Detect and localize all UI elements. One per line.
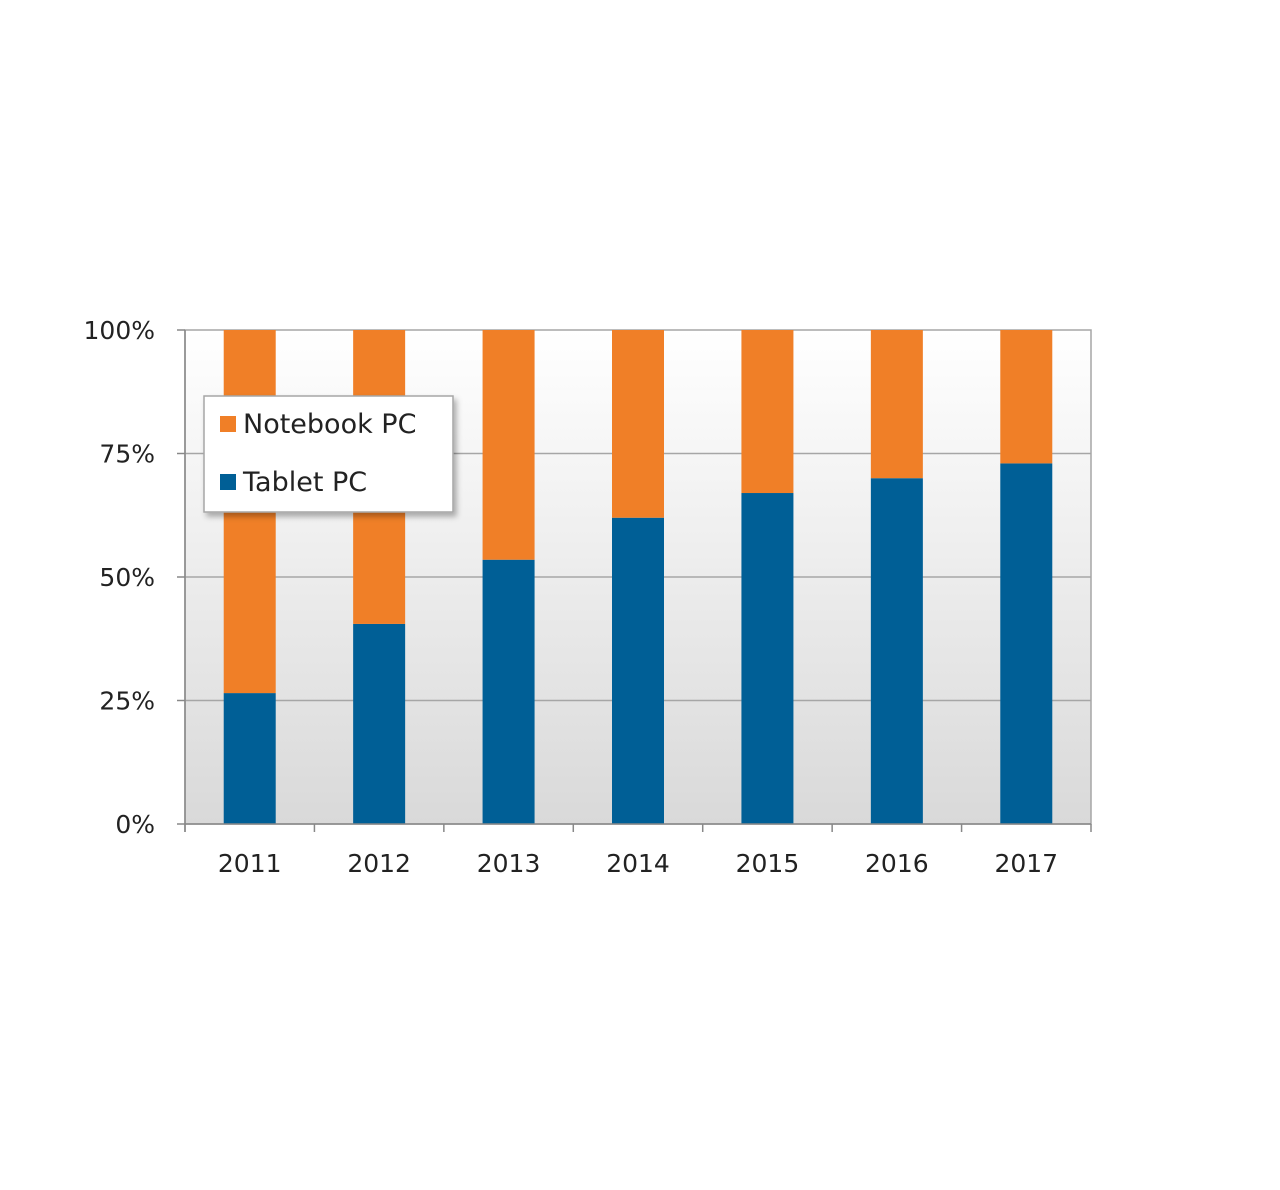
legend: Notebook PC Tablet PC xyxy=(203,395,454,513)
bar-notebook-pc-2014 xyxy=(612,330,664,518)
x-tick-label: 2016 xyxy=(865,849,929,878)
axes xyxy=(177,329,1092,832)
bar-tablet-pc-2017 xyxy=(1000,463,1053,824)
x-tick-label: 2013 xyxy=(477,849,541,878)
legend-label-notebook-pc: Notebook PC xyxy=(243,409,416,440)
legend-swatch-tablet-pc xyxy=(220,474,236,490)
y-tick-label: 0% xyxy=(115,810,155,839)
legend-label-tablet-pc: Tablet PC xyxy=(242,467,367,498)
y-tick-label: 25% xyxy=(99,687,155,716)
x-tick-label: 2012 xyxy=(347,849,411,878)
bar-tablet-pc-2013 xyxy=(482,559,535,824)
bar-tablet-pc-2016 xyxy=(870,478,923,824)
bar-notebook-pc-2015 xyxy=(741,330,794,494)
x-tick-label: 2015 xyxy=(736,849,800,878)
bar-tablet-pc-2015 xyxy=(741,493,794,824)
x-tick-label: 2014 xyxy=(606,849,670,878)
bar-tablet-pc-2012 xyxy=(353,623,406,824)
legend-swatch-notebook-pc xyxy=(220,416,236,432)
x-axis-labels: 2011 2012 2013 2014 2015 2016 2017 xyxy=(218,849,1058,878)
x-tick-label: 2017 xyxy=(994,849,1058,878)
bar-tablet-pc-2014 xyxy=(612,517,664,824)
bar-notebook-pc-2017 xyxy=(1000,330,1053,464)
bars xyxy=(223,330,1053,824)
bar-notebook-pc-2013 xyxy=(482,330,535,560)
y-tick-label: 75% xyxy=(99,440,155,469)
y-tick-label: 100% xyxy=(84,316,155,345)
bar-tablet-pc-2011 xyxy=(223,693,276,824)
y-tick-label: 50% xyxy=(99,563,155,592)
legend-box xyxy=(203,395,454,513)
bar-notebook-pc-2016 xyxy=(870,330,923,479)
y-axis-labels: 0% 25% 50% 75% 100% xyxy=(84,316,155,839)
x-tick-label: 2011 xyxy=(218,849,282,878)
